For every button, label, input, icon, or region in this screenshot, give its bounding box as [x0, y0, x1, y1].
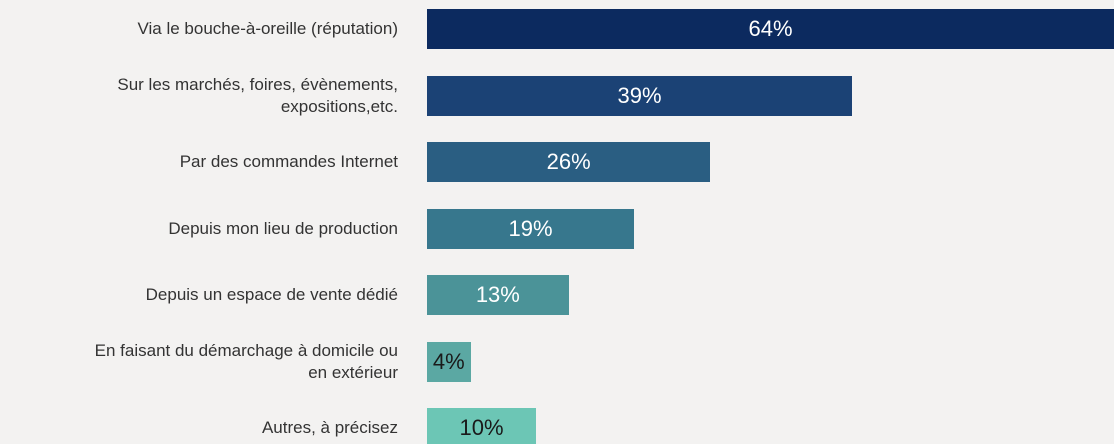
bar [427, 208, 635, 249]
value-label: 64% [748, 16, 793, 41]
value-label: 4% [432, 348, 465, 374]
value-label: 10% [459, 415, 504, 440]
category-label: Autres, à précisez [261, 418, 398, 437]
bar [427, 275, 569, 315]
category-label: Sur les marchés, foires, évènements, exp… [117, 74, 398, 116]
category-label: Depuis un espace de vente dédié [145, 285, 398, 304]
bar [427, 341, 471, 382]
value-label: 26% [546, 149, 591, 174]
bar [427, 142, 711, 182]
category-label: Via le bouche-à-oreille (réputation) [137, 19, 398, 38]
category-label: En faisant du démarchage à domicile ou e… [94, 340, 398, 382]
value-label: 19% [508, 215, 553, 241]
value-label: 13% [475, 282, 520, 307]
bar [427, 9, 1114, 49]
category-label: Depuis mon lieu de production [168, 218, 398, 238]
value-label: 39% [617, 82, 662, 108]
bar [427, 408, 536, 444]
bar [427, 75, 853, 116]
category-label: Par des commandes Internet [179, 152, 398, 171]
